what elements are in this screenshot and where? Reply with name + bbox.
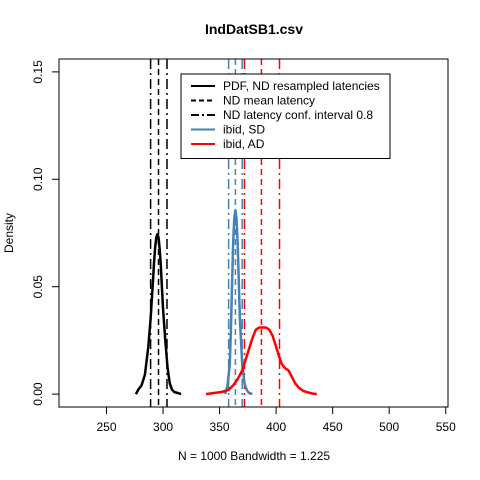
y-tick-label: 0.05 (31, 275, 45, 299)
y-axis: 0.00 0.05 0.10 0.15 (31, 60, 59, 406)
legend-label: ibid, SD (223, 123, 265, 137)
legend-label: ND mean latency (223, 94, 315, 108)
y-tick-label: 0.10 (31, 167, 45, 191)
legend-label: PDF, ND resampled latencies (223, 79, 380, 93)
x-tick-label: 550 (436, 420, 456, 434)
plot-frame (58, 58, 449, 408)
y-tick-label: 0.00 (31, 382, 45, 406)
x-tick-label: 350 (210, 420, 230, 434)
x-tick-label: 450 (323, 420, 343, 434)
x-tick-label: 500 (379, 420, 399, 434)
x-tick-label: 300 (153, 420, 173, 434)
legend-label: ibid, AD (223, 137, 265, 151)
x-axis: 250 300 350 400 450 500 550 (96, 407, 456, 434)
x-tick-label: 250 (96, 420, 116, 434)
x-axis-label: N = 1000 Bandwidth = 1.225 (178, 449, 330, 463)
density-curve (134, 232, 182, 396)
legend-label: ND latency conf. interval 0.8 (223, 108, 373, 122)
y-axis-label: Density (2, 213, 16, 253)
legend-box (180, 73, 391, 159)
plot-area (134, 59, 317, 407)
density-curve (205, 326, 317, 396)
chart-title: IndDatSB1.csv (205, 21, 303, 37)
x-tick-label: 400 (266, 420, 286, 434)
y-tick-label: 0.15 (31, 60, 45, 84)
density-curve (223, 209, 253, 396)
